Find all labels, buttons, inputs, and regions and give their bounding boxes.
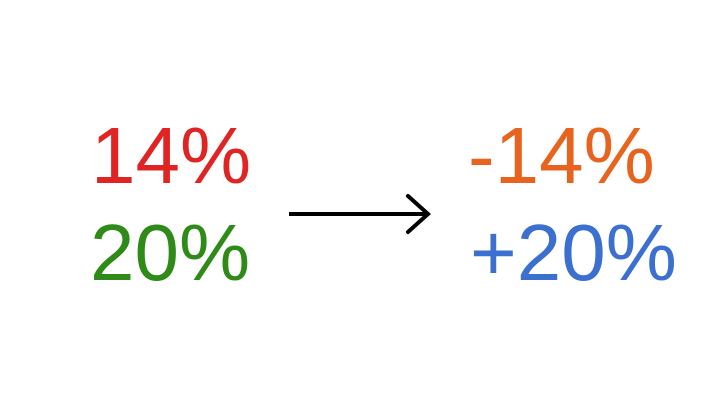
signed-value-top: -14% [468, 111, 655, 200]
original-value-top: 14% [91, 111, 252, 200]
signed-value-bottom: +20% [470, 208, 677, 297]
arrow-head [406, 194, 431, 234]
right-arrow-icon [289, 194, 431, 234]
original-value-bottom: 20% [90, 208, 251, 297]
